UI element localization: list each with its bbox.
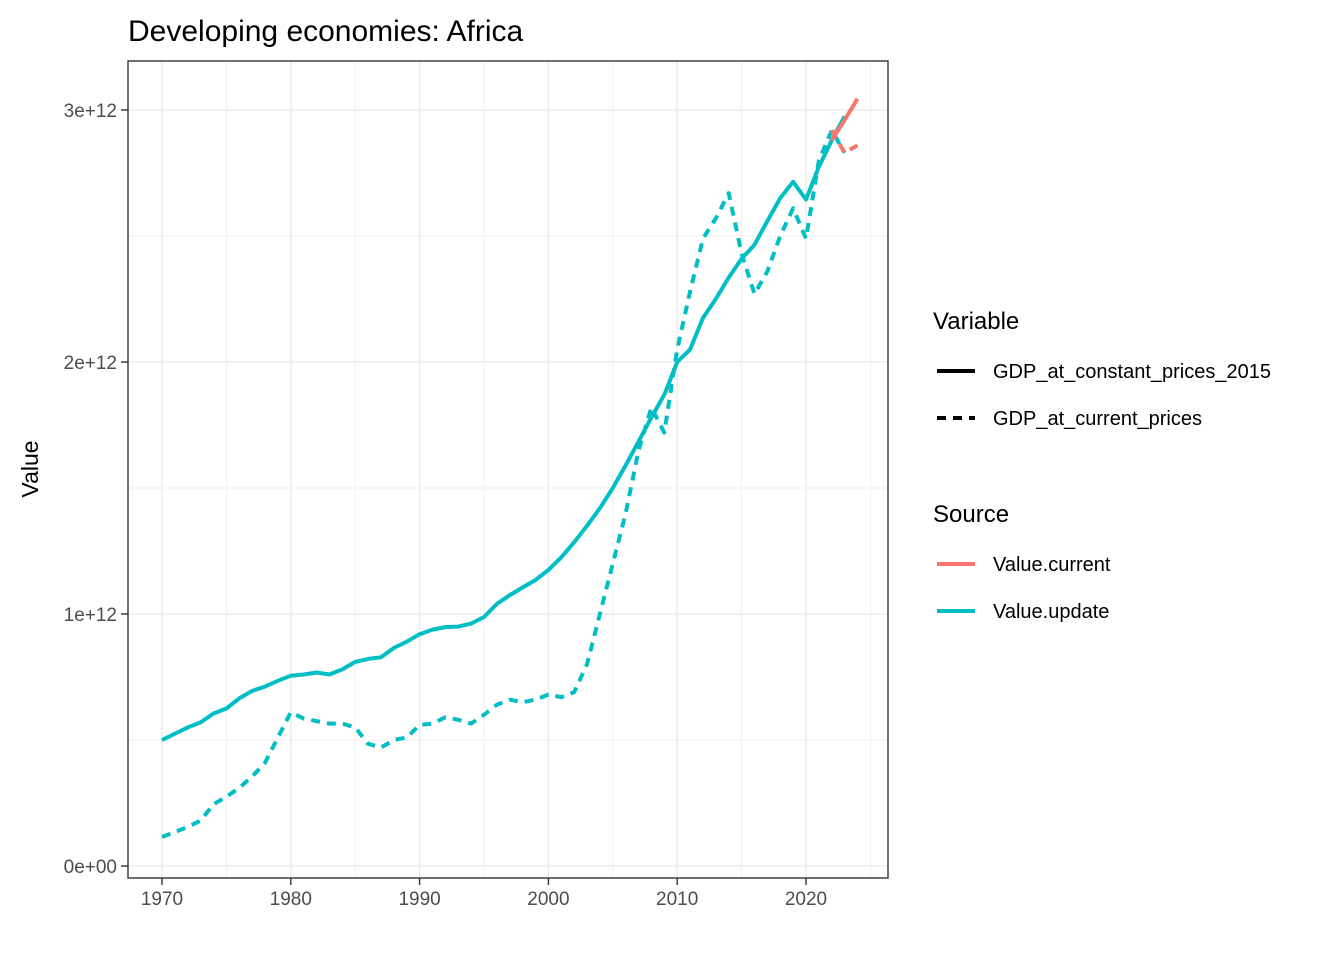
x-tick-label: 1990 bbox=[398, 889, 440, 910]
plot-border bbox=[127, 60, 889, 879]
legend-title: Variable bbox=[933, 308, 1019, 335]
y-tick-label: 1e+12 bbox=[64, 605, 117, 626]
legend: Variable GDP_at_constant_prices_2015 GDP_a… bbox=[933, 308, 1271, 623]
x-tick-label: 2020 bbox=[785, 889, 827, 910]
series-line-value-update-solid bbox=[161, 115, 847, 742]
y-tick-label: 2e+12 bbox=[64, 353, 117, 374]
x-tick-label: 1980 bbox=[270, 889, 312, 910]
plot-background bbox=[128, 61, 888, 878]
x-tick-label: 2010 bbox=[656, 889, 698, 910]
y-tick-label: 3e+12 bbox=[64, 101, 117, 122]
legend-title: Source bbox=[933, 501, 1009, 528]
axes: 1970 1980 1990 2000 2010 2020 0e+00 1e+12 2e+12 3… bbox=[64, 101, 828, 910]
legend-label: Value.update bbox=[993, 601, 1109, 623]
legend-label: GDP_at_constant_prices_2015 bbox=[993, 361, 1271, 383]
grid bbox=[128, 61, 888, 878]
x-tick-label: 1970 bbox=[141, 889, 183, 910]
y-tick-label: 0e+00 bbox=[64, 857, 117, 878]
x-tick-label: 2000 bbox=[527, 889, 569, 910]
series-line-value-current-dashed bbox=[830, 129, 859, 155]
series-line-value-update-dashed bbox=[161, 128, 847, 839]
series-layer bbox=[161, 97, 860, 839]
y-axis-title: Value bbox=[17, 440, 43, 497]
series-line-value-current-solid bbox=[830, 97, 860, 142]
legend-label: Value.current bbox=[993, 554, 1111, 576]
chart-title: Developing economies: Africa bbox=[128, 15, 524, 48]
legend-label: GDP_at_current_prices bbox=[993, 408, 1202, 430]
plot-panel bbox=[128, 61, 888, 878]
